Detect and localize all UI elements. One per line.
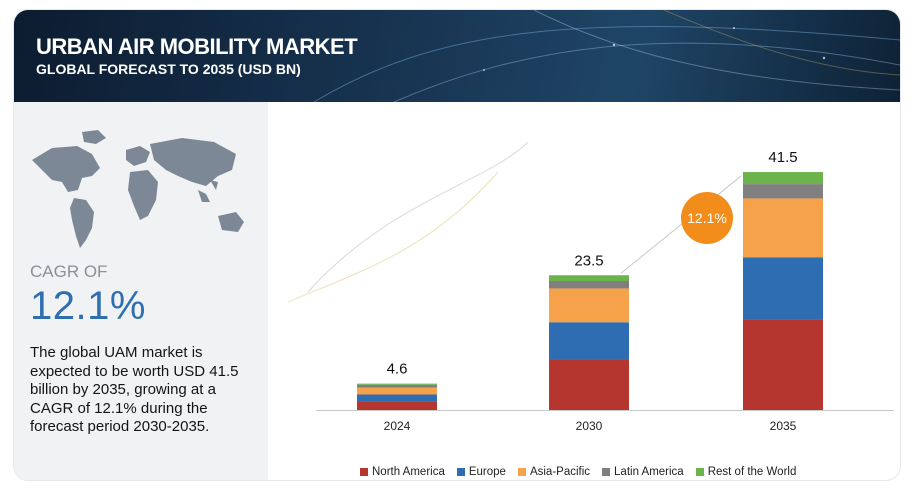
left-panel: CAGR OF 12.1% The global UAM market is e… [14, 102, 268, 480]
legend-item-latin-america: Latin America [602, 466, 684, 478]
legend-label: Europe [468, 466, 506, 478]
labels-group: 4.6 2024 23.5 2030 41.5 2035 [384, 149, 798, 433]
x-tick-label-2030: 2030 [576, 419, 603, 433]
world-map-icon [32, 130, 244, 248]
growth-arrow [620, 175, 742, 274]
bar-segment-2030-north-america [549, 359, 629, 410]
legend-swatch [517, 468, 526, 476]
legend-swatch [602, 468, 611, 476]
bars-group [357, 172, 823, 410]
bar-segment-2035-rest-of-the-world [743, 172, 823, 185]
bar-segment-2024-rest-of-the-world [357, 383, 437, 385]
cagr-value: 12.1% [30, 284, 146, 328]
bar-segment-2035-latin-america [743, 184, 823, 199]
bar-segment-2030-asia-pacific [549, 288, 629, 323]
legend-item-asia-pacific: Asia-Pacific [517, 466, 591, 478]
x-tick-label-2035: 2035 [770, 419, 797, 433]
legend-label: Asia-Pacific [529, 466, 591, 478]
page-subtitle: GLOBAL FORECAST TO 2035 (USD BN) [36, 61, 301, 77]
chart-legend: North America Europe Asia-Pacific Latin Ame… [360, 464, 796, 480]
bar-segment-2024-europe [357, 394, 437, 402]
bar-segment-2024-north-america [357, 401, 437, 410]
legend-item-rest-of-the-world: Rest of the World [695, 466, 797, 478]
bar-segment-2024-asia-pacific [357, 387, 437, 395]
cagr-badge [681, 192, 733, 244]
page-title: URBAN AIR MOBILITY MARKET [36, 34, 358, 59]
bar-segment-2035-asia-pacific [743, 198, 823, 258]
total-label-2024: 4.6 [387, 361, 408, 378]
stacked-bar-chart: 4.6 2024 23.5 2030 41.5 2035 12.1% [287, 141, 894, 433]
x-tick-label-2024: 2024 [384, 419, 411, 433]
legend-swatch [695, 468, 704, 476]
legend-swatch [456, 468, 465, 476]
header-light-trails [313, 10, 900, 102]
bar-segment-2035-europe [743, 257, 823, 320]
total-label-2030: 23.5 [574, 252, 603, 269]
legend-label: North America [372, 466, 445, 478]
legend-item-north-america: North America [360, 466, 445, 478]
cagr-badge-text: 12.1% [687, 210, 727, 226]
bar-segment-2030-latin-america [549, 281, 629, 289]
bar-segment-2030-rest-of-the-world [549, 275, 629, 281]
decorative-swooshes [287, 141, 529, 303]
bar-segment-2024-latin-america [357, 384, 437, 388]
total-label-2035: 41.5 [768, 149, 797, 166]
legend-item-europe: Europe [456, 466, 506, 478]
legend-label: Latin America [614, 466, 684, 478]
legend-label: Rest of the World [707, 466, 797, 478]
infographic-card: URBAN AIR MOBILITY MARKET GLOBAL FORECAS… [14, 10, 900, 480]
legend-swatch [360, 468, 368, 476]
bar-segment-2035-north-america [743, 319, 823, 410]
bar-segment-2030-europe [549, 322, 629, 360]
header-banner: URBAN AIR MOBILITY MARKET GLOBAL FORECAS… [14, 10, 900, 102]
cagr-label: CAGR OF [30, 262, 108, 281]
market-description: The global UAM market is expected to be … [30, 344, 239, 435]
